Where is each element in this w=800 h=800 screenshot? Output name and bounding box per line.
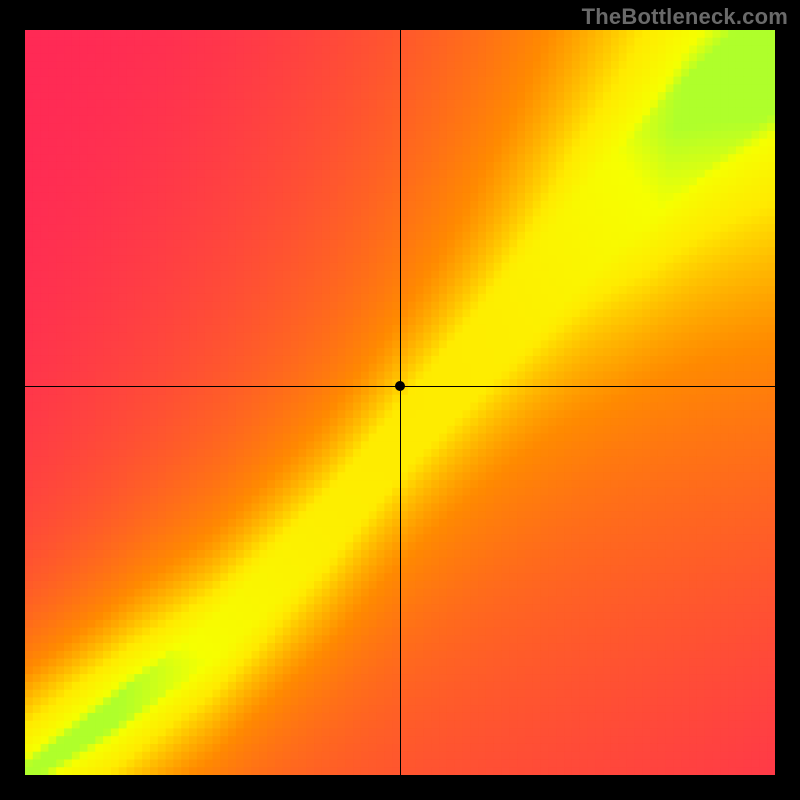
watermark-text: TheBottleneck.com [582,4,788,30]
marker-point [395,381,405,391]
crosshair-vertical [400,30,401,775]
plot-area [25,30,775,775]
chart-container: TheBottleneck.com [0,0,800,800]
